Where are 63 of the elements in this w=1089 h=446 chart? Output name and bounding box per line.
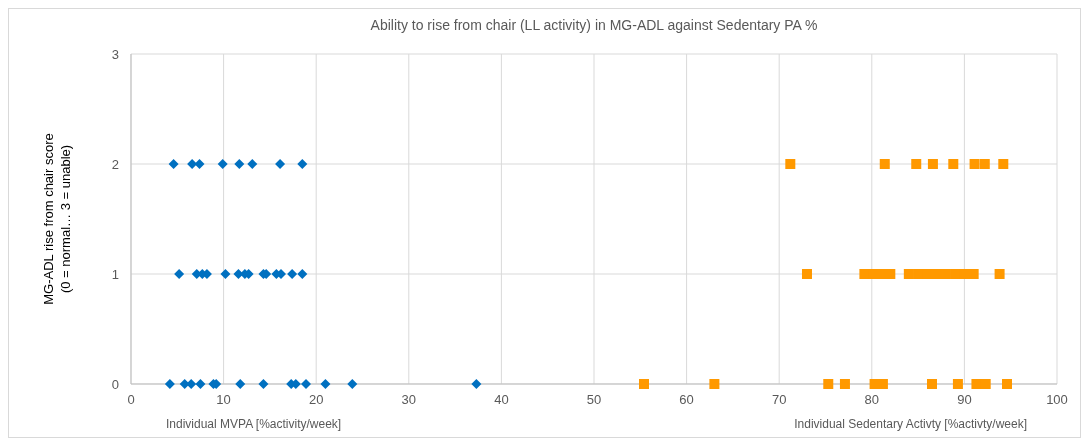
point — [903, 269, 914, 279]
point — [258, 379, 269, 389]
point — [980, 379, 991, 389]
text: Individual Sedentary Activty [%activty/week] — [794, 417, 1027, 431]
point — [950, 269, 961, 279]
point — [347, 379, 358, 389]
point — [234, 159, 245, 169]
y-tick-label: 2 — [111, 157, 119, 172]
y-tick-label: 3 — [111, 47, 119, 62]
point — [911, 159, 922, 169]
point — [927, 159, 938, 169]
y-axis-title: MG-ADL rise from chair score (0 = normal… 3 = unable) — [41, 133, 73, 305]
x-tick-label: 10 — [216, 392, 231, 407]
point — [948, 159, 959, 169]
point — [195, 379, 206, 389]
x-tick-label: 70 — [771, 392, 787, 407]
x-tick-label: 0 — [127, 392, 135, 407]
point — [174, 269, 185, 279]
chart-title: Ability to rise from chair (LL activity) in MG-ADL against Sedentary PA % — [370, 17, 818, 33]
point — [194, 159, 205, 169]
point — [998, 159, 1009, 169]
point — [785, 159, 796, 169]
point — [994, 269, 1005, 279]
point — [639, 379, 649, 389]
point — [969, 159, 980, 169]
point — [952, 379, 963, 389]
x-tick-label: 40 — [494, 392, 509, 407]
point — [971, 379, 982, 389]
x-tick-label: 50 — [586, 392, 602, 407]
point — [275, 159, 286, 169]
point — [320, 379, 331, 389]
point — [926, 379, 937, 389]
point — [164, 379, 175, 389]
x-tick-label: 30 — [401, 392, 417, 407]
y-tick-label: 0 — [111, 377, 119, 392]
point — [709, 379, 720, 389]
point — [168, 159, 179, 169]
point — [217, 159, 228, 169]
point — [801, 269, 812, 279]
x-tick-label: 90 — [957, 392, 972, 407]
point — [287, 269, 298, 279]
point — [968, 269, 979, 279]
point — [297, 159, 308, 169]
text: Individual MVPA [%activity/week] — [166, 417, 342, 431]
point — [940, 269, 951, 279]
point — [859, 269, 870, 279]
point — [823, 379, 834, 389]
point — [879, 159, 890, 169]
point — [297, 269, 308, 279]
point — [247, 159, 258, 169]
point — [979, 159, 990, 169]
point — [220, 269, 231, 279]
x-tick-label: 80 — [864, 392, 880, 407]
point — [839, 379, 850, 389]
x-tick-label: 20 — [308, 392, 324, 407]
x-tick-label: 60 — [679, 392, 694, 407]
y-tick-label: 1 — [111, 267, 119, 282]
point — [1002, 379, 1012, 389]
point — [913, 269, 924, 279]
point — [235, 379, 246, 389]
x-tick-label: 100 — [1046, 392, 1068, 407]
point — [301, 379, 312, 389]
point — [471, 379, 482, 389]
